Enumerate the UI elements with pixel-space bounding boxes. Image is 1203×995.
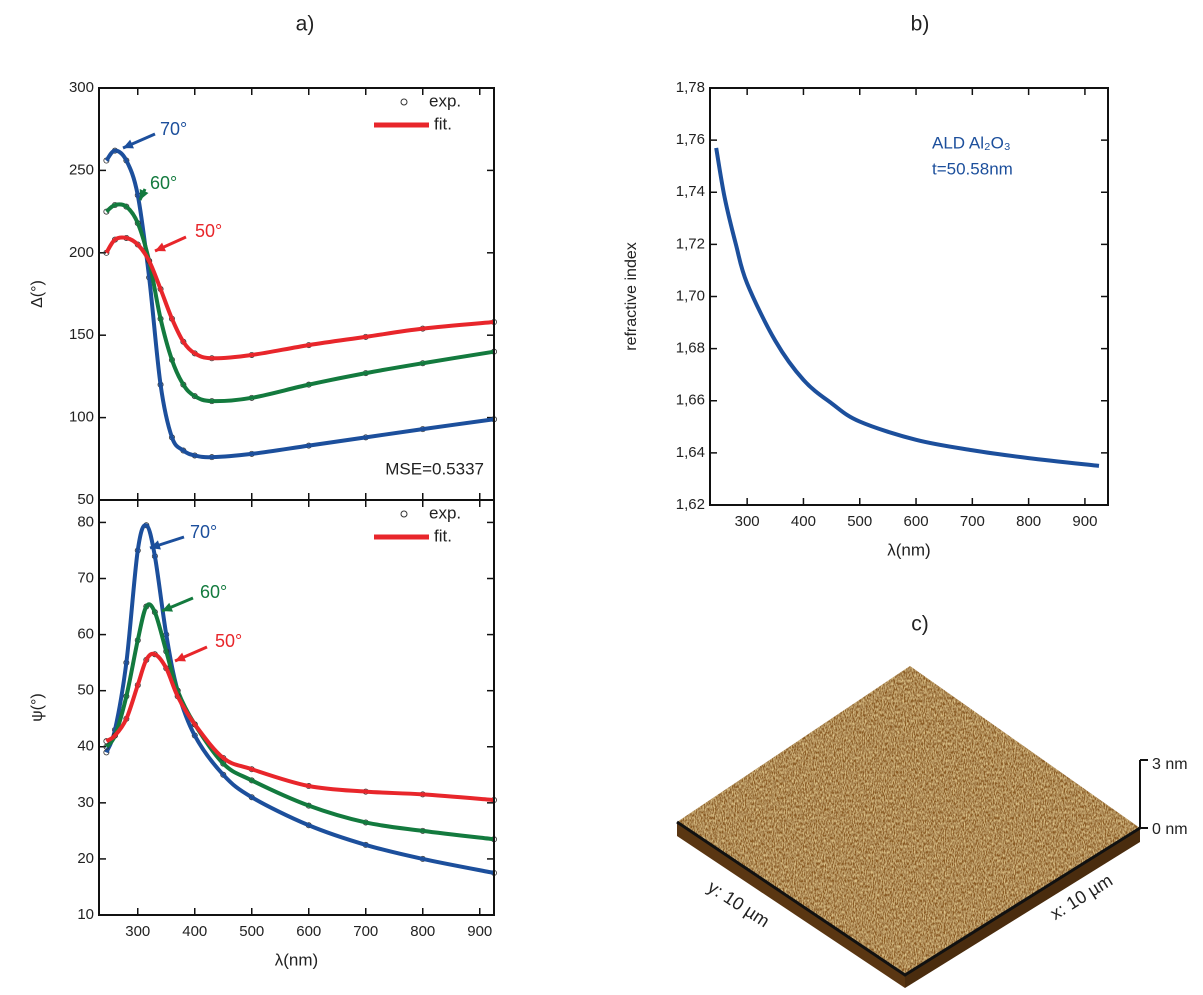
fit-line	[106, 604, 494, 839]
y-tick-label: 1,76	[676, 131, 705, 148]
y-tick-label: 1,66	[676, 392, 705, 409]
y-tick-label: 10	[77, 906, 94, 923]
legend-marker	[401, 511, 407, 517]
x-tick-label: 300	[735, 513, 760, 530]
plot-frame	[710, 88, 1108, 505]
y-tick-label: 1,78	[676, 79, 705, 96]
y-tick-label: 1,64	[676, 444, 705, 461]
x-tick-label: 900	[1072, 513, 1097, 530]
legend-marker	[401, 99, 407, 105]
y-tick-label: 150	[69, 326, 94, 343]
series-label: 50°	[215, 631, 242, 651]
y-tick-label: 100	[69, 409, 94, 426]
y-tick-label: 1,74	[676, 183, 705, 200]
x-tick-label: 500	[239, 923, 264, 940]
y-tick-label: 30	[77, 794, 94, 811]
x-tick-label: 500	[847, 513, 872, 530]
x-tick-label: 900	[467, 923, 492, 940]
y-tick-label: 250	[69, 161, 94, 178]
legend-label: exp.	[429, 503, 461, 522]
series-label: 70°	[160, 119, 187, 139]
legend-label: exp.	[429, 91, 461, 110]
plot-frame	[99, 88, 494, 500]
series-label: 60°	[150, 173, 177, 193]
y-tick-label: 70	[77, 569, 94, 586]
x-tick-label: 400	[182, 923, 207, 940]
y-tick-label: 50	[77, 491, 94, 508]
y-axis-label: Δ(°)	[29, 280, 46, 308]
y-axis-label: refractive index	[623, 242, 640, 351]
afm-scale-label: 0 nm	[1152, 821, 1188, 838]
y-axis-label: ψ(°)	[29, 693, 46, 721]
x-tick-label: 700	[960, 513, 985, 530]
plot-frame	[99, 500, 494, 915]
panel-label: a)	[296, 13, 315, 36]
y-tick-label: 1,68	[676, 340, 705, 357]
y-tick-label: 40	[77, 738, 94, 755]
x-tick-label: 600	[904, 513, 929, 530]
series-label: 70°	[190, 522, 217, 542]
fit-line	[716, 148, 1099, 466]
afm-image	[677, 666, 1148, 988]
y-tick-label: 300	[69, 79, 94, 96]
x-tick-label: 700	[353, 923, 378, 940]
series-label: 50°	[195, 221, 222, 241]
series-label: 60°	[200, 582, 227, 602]
y-tick-label: 80	[77, 513, 94, 530]
y-tick-label: 200	[69, 244, 94, 261]
x-axis-label: λ(nm)	[275, 950, 318, 969]
legend-label: fit.	[434, 114, 452, 133]
y-tick-label: 1,72	[676, 235, 705, 252]
x-axis-label: λ(nm)	[887, 540, 930, 559]
legend-label: fit.	[434, 526, 452, 545]
x-tick-label: 300	[125, 923, 150, 940]
y-tick-label: 60	[77, 626, 94, 643]
afm-scale-label: 3 nm	[1152, 756, 1188, 773]
annotation: t=50.58nm	[932, 159, 1013, 178]
y-tick-label: 1,70	[676, 287, 705, 304]
x-tick-label: 800	[410, 923, 435, 940]
x-tick-label: 600	[296, 923, 321, 940]
annotation: ALD Al₂O₃	[932, 133, 1011, 152]
fit-line	[106, 654, 494, 800]
x-tick-label: 400	[791, 513, 816, 530]
x-tick-label: 800	[1016, 513, 1041, 530]
y-tick-label: 20	[77, 850, 94, 867]
annotation: MSE=0.5337	[385, 459, 484, 478]
panel-label: b)	[911, 13, 930, 36]
y-tick-label: 50	[77, 682, 94, 699]
panel-label: c)	[911, 613, 929, 636]
y-tick-label: 1,62	[676, 496, 705, 513]
fit-line	[106, 525, 494, 873]
figure: a)b)c)y: 10 µmx: 10 µm3 nm0 nm5010015020…	[0, 0, 1203, 990]
